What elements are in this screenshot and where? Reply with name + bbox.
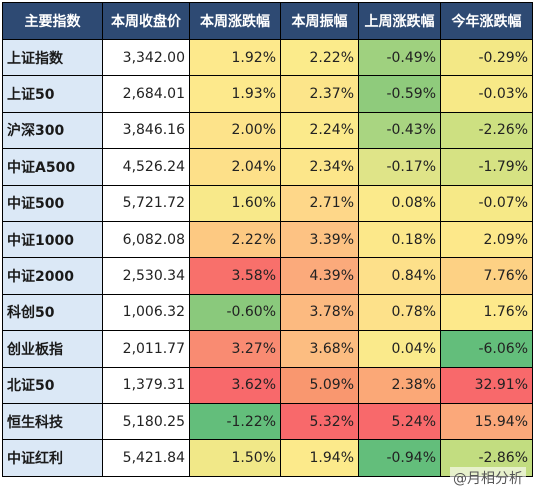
weekly-amplitude-cell: 3.78% <box>280 293 359 332</box>
close-price-cell: 5,721.72 <box>102 184 190 222</box>
header-cell: 主要指数 <box>2 2 103 40</box>
weekly-change-cell: -1.22% <box>189 402 281 441</box>
last-week-change-cell: -0.49% <box>358 38 441 77</box>
header-cell: 上周涨跌幅 <box>358 2 441 40</box>
ytd-change-cell: 7.76% <box>440 257 533 295</box>
index-name-cell: 沪深300 <box>2 111 103 150</box>
ytd-change-cell: 32.91% <box>440 366 533 404</box>
table-row: 中证500 5,721.72 1.60% 2.71% 0.08% -0.07% <box>2 184 533 222</box>
last-week-change-cell: 5.24% <box>358 402 441 441</box>
last-week-change-cell: 0.78% <box>358 293 441 332</box>
weekly-change-cell: 2.00% <box>189 111 281 150</box>
close-price-cell: 3,342.00 <box>102 38 190 77</box>
weekly-amplitude-cell: 3.68% <box>280 330 359 368</box>
weekly-change-cell: -0.60% <box>189 293 281 332</box>
watermark: @月相分析 <box>450 467 526 489</box>
index-name-cell: 北证50 <box>2 366 103 404</box>
ytd-change-cell: -6.06% <box>440 330 533 368</box>
last-week-change-cell: -0.94% <box>358 439 441 477</box>
weekly-change-cell: 3.58% <box>189 257 281 295</box>
header-cell: 本周涨跌幅 <box>189 2 281 40</box>
weekly-amplitude-cell: 1.94% <box>280 439 359 477</box>
table-row: 中证2000 2,530.34 3.58% 4.39% 0.84% 7.76% <box>2 257 533 295</box>
last-week-change-cell: 2.38% <box>358 366 441 404</box>
weekly-amplitude-cell: 2.34% <box>280 148 359 186</box>
ytd-change-cell: 2.09% <box>440 220 533 259</box>
index-name-cell: 中证A500 <box>2 148 103 186</box>
table-row: 中证1000 6,082.08 2.22% 3.39% 0.18% 2.09% <box>2 220 533 259</box>
last-week-change-cell: 0.08% <box>358 184 441 222</box>
last-week-change-cell: -0.59% <box>358 75 441 113</box>
close-price-cell: 2,011.77 <box>102 330 190 368</box>
index-name-cell: 中证1000 <box>2 220 103 259</box>
weekly-amplitude-cell: 2.71% <box>280 184 359 222</box>
ytd-change-cell: -1.79% <box>440 148 533 186</box>
close-price-cell: 1,379.31 <box>102 366 190 404</box>
weekly-amplitude-cell: 4.39% <box>280 257 359 295</box>
index-name-cell: 中证500 <box>2 184 103 222</box>
weekly-amplitude-cell: 3.39% <box>280 220 359 259</box>
close-price-cell: 1,006.32 <box>102 293 190 332</box>
close-price-cell: 3,846.16 <box>102 111 190 150</box>
ytd-change-cell: 1.76% <box>440 293 533 332</box>
index-name-cell: 科创50 <box>2 293 103 332</box>
ytd-change-cell: -0.07% <box>440 184 533 222</box>
last-week-change-cell: 0.18% <box>358 220 441 259</box>
header-cell: 本周振幅 <box>280 2 359 40</box>
index-name-cell: 上证指数 <box>2 38 103 77</box>
last-week-change-cell: 0.04% <box>358 330 441 368</box>
index-table: 主要指数 本周收盘价 本周涨跌幅 本周振幅 上周涨跌幅 今年涨跌幅 上证指数 3,… <box>2 2 533 477</box>
close-price-cell: 2,684.01 <box>102 75 190 113</box>
header-cell: 本周收盘价 <box>102 2 190 40</box>
weekly-change-cell: 2.04% <box>189 148 281 186</box>
index-name-cell: 创业板指 <box>2 330 103 368</box>
weekly-amplitude-cell: 2.22% <box>280 38 359 77</box>
weekly-change-cell: 1.50% <box>189 439 281 477</box>
last-week-change-cell: 0.84% <box>358 257 441 295</box>
header-cell: 今年涨跌幅 <box>440 2 533 40</box>
weekly-amplitude-cell: 5.32% <box>280 402 359 441</box>
weekly-amplitude-cell: 2.24% <box>280 111 359 150</box>
close-price-cell: 5,180.25 <box>102 402 190 441</box>
last-week-change-cell: -0.17% <box>358 148 441 186</box>
index-name-cell: 恒生科技 <box>2 402 103 441</box>
close-price-cell: 2,530.34 <box>102 257 190 295</box>
index-name-cell: 中证红利 <box>2 439 103 477</box>
close-price-cell: 6,082.08 <box>102 220 190 259</box>
table-row: 沪深300 3,846.16 2.00% 2.24% -0.43% -2.26% <box>2 111 533 150</box>
table-row: 上证50 2,684.01 1.93% 2.37% -0.59% -0.03% <box>2 75 533 113</box>
table-row: 上证指数 3,342.00 1.92% 2.22% -0.49% -0.29% <box>2 38 533 77</box>
weekly-amplitude-cell: 5.09% <box>280 366 359 404</box>
header-row: 主要指数 本周收盘价 本周涨跌幅 本周振幅 上周涨跌幅 今年涨跌幅 <box>2 2 533 40</box>
close-price-cell: 5,421.84 <box>102 439 190 477</box>
index-name-cell: 中证2000 <box>2 257 103 295</box>
table-row: 创业板指 2,011.77 3.27% 3.68% 0.04% -6.06% <box>2 330 533 368</box>
weekly-amplitude-cell: 2.37% <box>280 75 359 113</box>
close-price-cell: 4,526.24 <box>102 148 190 186</box>
weekly-change-cell: 3.62% <box>189 366 281 404</box>
weekly-change-cell: 1.60% <box>189 184 281 222</box>
table-row: 中证A500 4,526.24 2.04% 2.34% -0.17% -1.79% <box>2 148 533 186</box>
ytd-change-cell: -0.29% <box>440 38 533 77</box>
weekly-change-cell: 2.22% <box>189 220 281 259</box>
weekly-change-cell: 1.93% <box>189 75 281 113</box>
weekly-change-cell: 3.27% <box>189 330 281 368</box>
weekly-change-cell: 1.92% <box>189 38 281 77</box>
table-row: 北证50 1,379.31 3.62% 5.09% 2.38% 32.91% <box>2 366 533 404</box>
ytd-change-cell: 15.94% <box>440 402 533 441</box>
index-name-cell: 上证50 <box>2 75 103 113</box>
table-row: 科创50 1,006.32 -0.60% 3.78% 0.78% 1.76% <box>2 293 533 332</box>
table-row: 恒生科技 5,180.25 -1.22% 5.32% 5.24% 15.94% <box>2 402 533 441</box>
last-week-change-cell: -0.43% <box>358 111 441 150</box>
ytd-change-cell: -2.26% <box>440 111 533 150</box>
ytd-change-cell: -0.03% <box>440 75 533 113</box>
